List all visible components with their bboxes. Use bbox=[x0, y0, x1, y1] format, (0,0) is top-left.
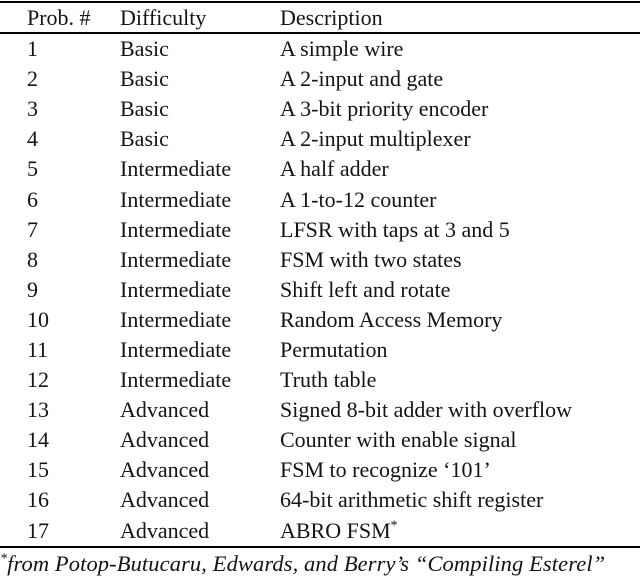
table-row: 3 Basic A 3-bit priority encoder bbox=[0, 94, 640, 124]
col-header-prob-num: Prob. # bbox=[0, 2, 120, 34]
cell-prob-num: 9 bbox=[27, 276, 38, 302]
cell-prob-num: 3 bbox=[27, 96, 38, 122]
cell-prob-num: 1 bbox=[27, 36, 38, 62]
cell-description: Signed 8-bit adder with overflow bbox=[280, 397, 573, 423]
problems-table: Prob. # Difficulty Description 1 Basic A s… bbox=[0, 1, 640, 548]
cell-difficulty: Advanced bbox=[120, 487, 210, 513]
cell-difficulty: Basic bbox=[120, 66, 169, 92]
cell-description: LFSR with taps at 3 and 5 bbox=[280, 216, 510, 242]
table-row: 12 Intermediate Truth table bbox=[0, 365, 640, 395]
table-header: Prob. # Difficulty Description bbox=[0, 2, 640, 34]
cell-prob-num: 14 bbox=[27, 427, 49, 453]
cell-description: FSM to recognize ‘101’ bbox=[280, 457, 491, 483]
cell-description: Shift left and rotate bbox=[280, 276, 451, 302]
table-body: 1 Basic A simple wire 2 Basic A 2-input and g… bbox=[0, 33, 640, 547]
table-row: 7 Intermediate LFSR with taps at 3 and 5 bbox=[0, 215, 640, 245]
cell-difficulty: Intermediate bbox=[120, 276, 232, 302]
cell-prob-num: 12 bbox=[27, 367, 49, 393]
cell-description: Counter with enable signal bbox=[280, 427, 517, 453]
cell-difficulty: Advanced bbox=[120, 427, 210, 453]
cell-prob-num: 13 bbox=[27, 397, 49, 423]
footnote-reference-marker: * bbox=[390, 518, 398, 534]
table-row: 17 Advanced ABRO FSM* bbox=[0, 516, 640, 547]
cell-description: Permutation bbox=[280, 336, 388, 362]
table-row: 4 Basic A 2-input multiplexer bbox=[0, 124, 640, 154]
cell-difficulty: Intermediate bbox=[120, 336, 232, 362]
cell-description: 64-bit arithmetic shift register bbox=[280, 487, 544, 513]
cell-difficulty: Advanced bbox=[120, 397, 210, 423]
cell-difficulty: Intermediate bbox=[120, 156, 232, 182]
table-row: 2 Basic A 2-input and gate bbox=[0, 64, 640, 94]
cell-prob-num: 2 bbox=[27, 66, 38, 92]
cell-prob-num: 17 bbox=[27, 517, 49, 543]
cell-difficulty: Intermediate bbox=[120, 186, 232, 212]
col-header-description: Description bbox=[280, 2, 640, 34]
table-row: 11 Intermediate Permutation bbox=[0, 335, 640, 365]
cell-difficulty: Intermediate bbox=[120, 216, 232, 242]
cell-description: A 3-bit priority encoder bbox=[280, 96, 489, 122]
cell-description: ABRO FSM* bbox=[280, 517, 398, 543]
table-row: 15 Advanced FSM to recognize ‘101’ bbox=[0, 455, 640, 485]
cell-description: A simple wire bbox=[280, 36, 404, 62]
cell-difficulty: Basic bbox=[120, 36, 169, 62]
cell-description: Random Access Memory bbox=[280, 306, 503, 332]
cell-prob-num: 8 bbox=[27, 246, 38, 272]
cell-difficulty: Intermediate bbox=[120, 367, 232, 393]
cell-difficulty: Basic bbox=[120, 126, 169, 152]
cell-prob-num: 6 bbox=[27, 186, 38, 212]
table-row: 16 Advanced 64-bit arithmetic shift regist… bbox=[0, 485, 640, 515]
table-row: 14 Advanced Counter with enable signal bbox=[0, 425, 640, 455]
cell-prob-num: 5 bbox=[27, 156, 38, 182]
table-row: 10 Intermediate Random Access Memory bbox=[0, 305, 640, 335]
cell-difficulty: Advanced bbox=[120, 517, 210, 543]
cell-prob-num: 10 bbox=[27, 306, 49, 332]
cell-description: FSM with two states bbox=[280, 246, 462, 272]
header-row: Prob. # Difficulty Description bbox=[0, 2, 640, 34]
footnote-text: from Potop-Butucaru, Edwards, and Berry’… bbox=[7, 550, 606, 576]
cell-description: Truth table bbox=[280, 367, 377, 393]
cell-prob-num: 4 bbox=[27, 126, 38, 152]
cell-description: A 2-input multiplexer bbox=[280, 126, 471, 152]
table-row: 6 Intermediate A 1-to-12 counter bbox=[0, 184, 640, 214]
col-header-difficulty: Difficulty bbox=[120, 2, 280, 34]
cell-prob-num: 11 bbox=[27, 336, 49, 362]
cell-difficulty: Advanced bbox=[120, 457, 210, 483]
table-row: 1 Basic A simple wire bbox=[0, 33, 640, 64]
cell-description: A 2-input and gate bbox=[280, 66, 444, 92]
table-row: 5 Intermediate A half adder bbox=[0, 154, 640, 184]
table-row: 8 Intermediate FSM with two states bbox=[0, 245, 640, 275]
cell-difficulty: Intermediate bbox=[120, 246, 232, 272]
cell-prob-num: 16 bbox=[27, 487, 49, 513]
cell-difficulty: Basic bbox=[120, 96, 169, 122]
cell-description: A 1-to-12 counter bbox=[280, 186, 437, 212]
table-row: 13 Advanced Signed 8-bit adder with overfl… bbox=[0, 395, 640, 425]
cell-prob-num: 15 bbox=[27, 457, 49, 483]
cell-description: A half adder bbox=[280, 156, 389, 182]
table-row: 9 Intermediate Shift left and rotate bbox=[0, 275, 640, 305]
table-footnote: *from Potop-Butucaru, Edwards, and Berry… bbox=[0, 551, 640, 577]
footnote-marker: * bbox=[0, 551, 8, 567]
cell-prob-num: 7 bbox=[27, 216, 38, 242]
cell-difficulty: Intermediate bbox=[120, 306, 232, 332]
